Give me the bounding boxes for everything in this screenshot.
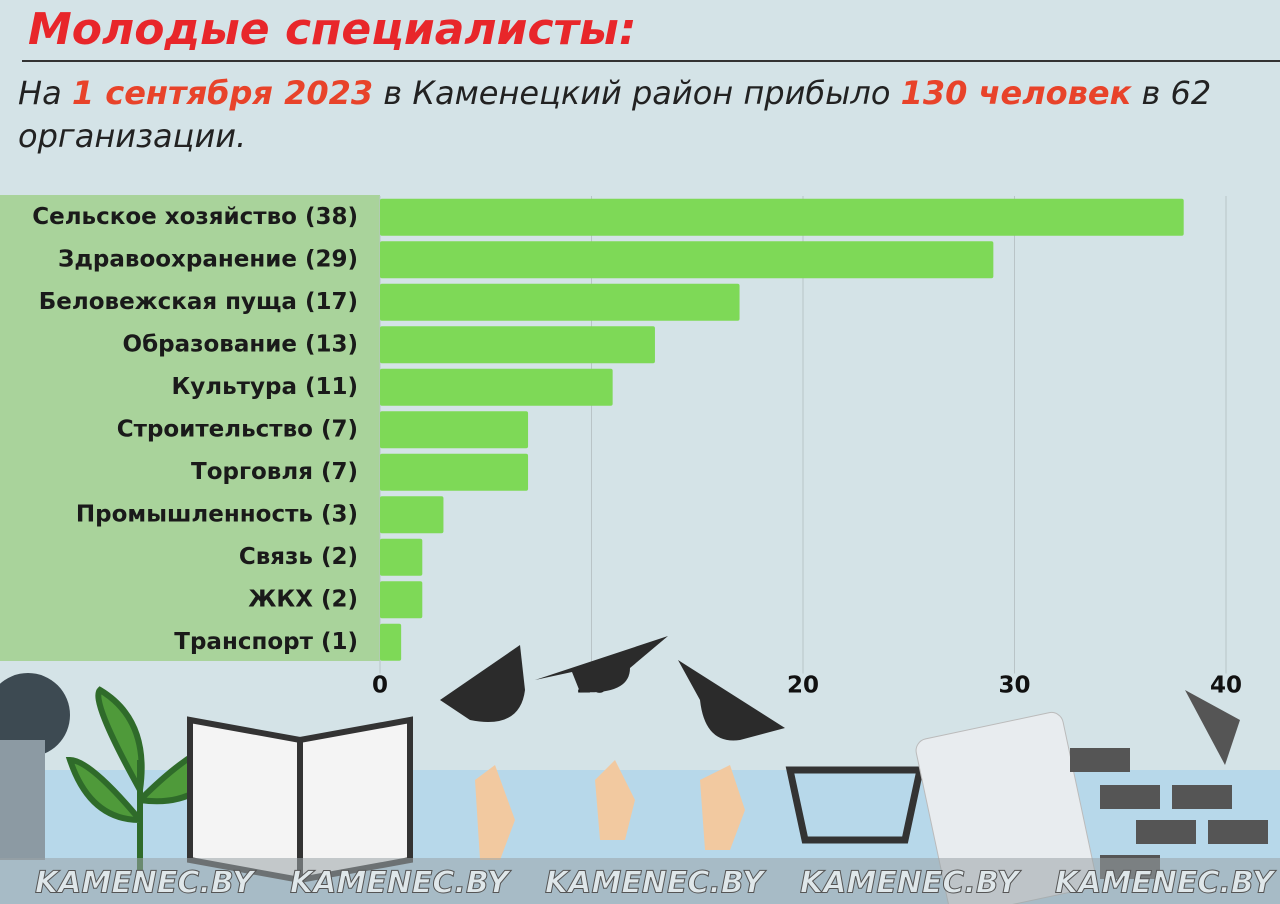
graduation-cap (535, 636, 668, 693)
subtitle-text: На (18, 74, 72, 112)
y-tick-label: ЖКХ (2) (248, 586, 358, 612)
watermark: KAMENEC.BY (1055, 866, 1277, 901)
hand (595, 760, 635, 840)
y-tick-label: Образование (13) (123, 331, 358, 357)
y-tick-label: Торговля (7) (191, 459, 358, 485)
subtitle: На 1 сентября 2023 в Каменецкий район пр… (18, 74, 1211, 112)
cart (785, 766, 925, 844)
x-tick-label: 30 (998, 673, 1030, 699)
bar (380, 623, 402, 661)
microphone-body (0, 740, 45, 860)
watermark: KAMENEC.BY (290, 866, 512, 901)
watermark: KAMENEC.BY (35, 866, 257, 901)
y-tick-label: Транспорт (1) (174, 629, 358, 655)
bar (380, 453, 529, 491)
bar (380, 241, 994, 279)
x-tick-label: 20 (787, 673, 819, 699)
bar (380, 326, 655, 364)
y-tick-label: Сельское хозяйство (38) (32, 204, 358, 230)
watermark: KAMENEC.BY (545, 866, 767, 901)
watermark-band (0, 858, 1280, 904)
bar (380, 538, 423, 576)
y-tick-label: Строительство (7) (117, 416, 358, 442)
y-tick-label: Промышленность (3) (76, 501, 358, 527)
subtitle-highlight: 130 человек (901, 74, 1133, 112)
graduation-cap (678, 660, 785, 741)
trowel (1185, 690, 1240, 765)
bar (380, 496, 444, 534)
bar (380, 283, 740, 321)
label-panel (0, 195, 380, 661)
bar (380, 411, 529, 449)
subtitle: организации. (18, 117, 246, 155)
bar (380, 581, 423, 619)
chart-title: Молодые специалисты: (28, 4, 636, 55)
bar (380, 368, 613, 406)
bar (380, 198, 1184, 236)
y-tick-label: Связь (2) (239, 544, 358, 570)
x-tick-label: 0 (372, 673, 388, 699)
subtitle-highlight: 1 сентября 2023 (72, 74, 373, 112)
x-tick-label: 40 (1210, 673, 1242, 699)
hand (700, 765, 745, 850)
y-tick-label: Культура (11) (171, 374, 358, 400)
illustration (0, 636, 1280, 904)
watermark: KAMENEC.BY (800, 866, 1022, 901)
hand (475, 765, 515, 860)
subtitle-text: в Каменецкий район прибыло (373, 74, 900, 112)
microphone (0, 673, 70, 757)
y-tick-label: Здравоохранение (29) (58, 246, 358, 272)
subtitle-text: в 62 (1131, 74, 1211, 112)
graduation-cap (440, 645, 525, 722)
y-tick-label: Беловежская пуща (17) (39, 289, 358, 315)
